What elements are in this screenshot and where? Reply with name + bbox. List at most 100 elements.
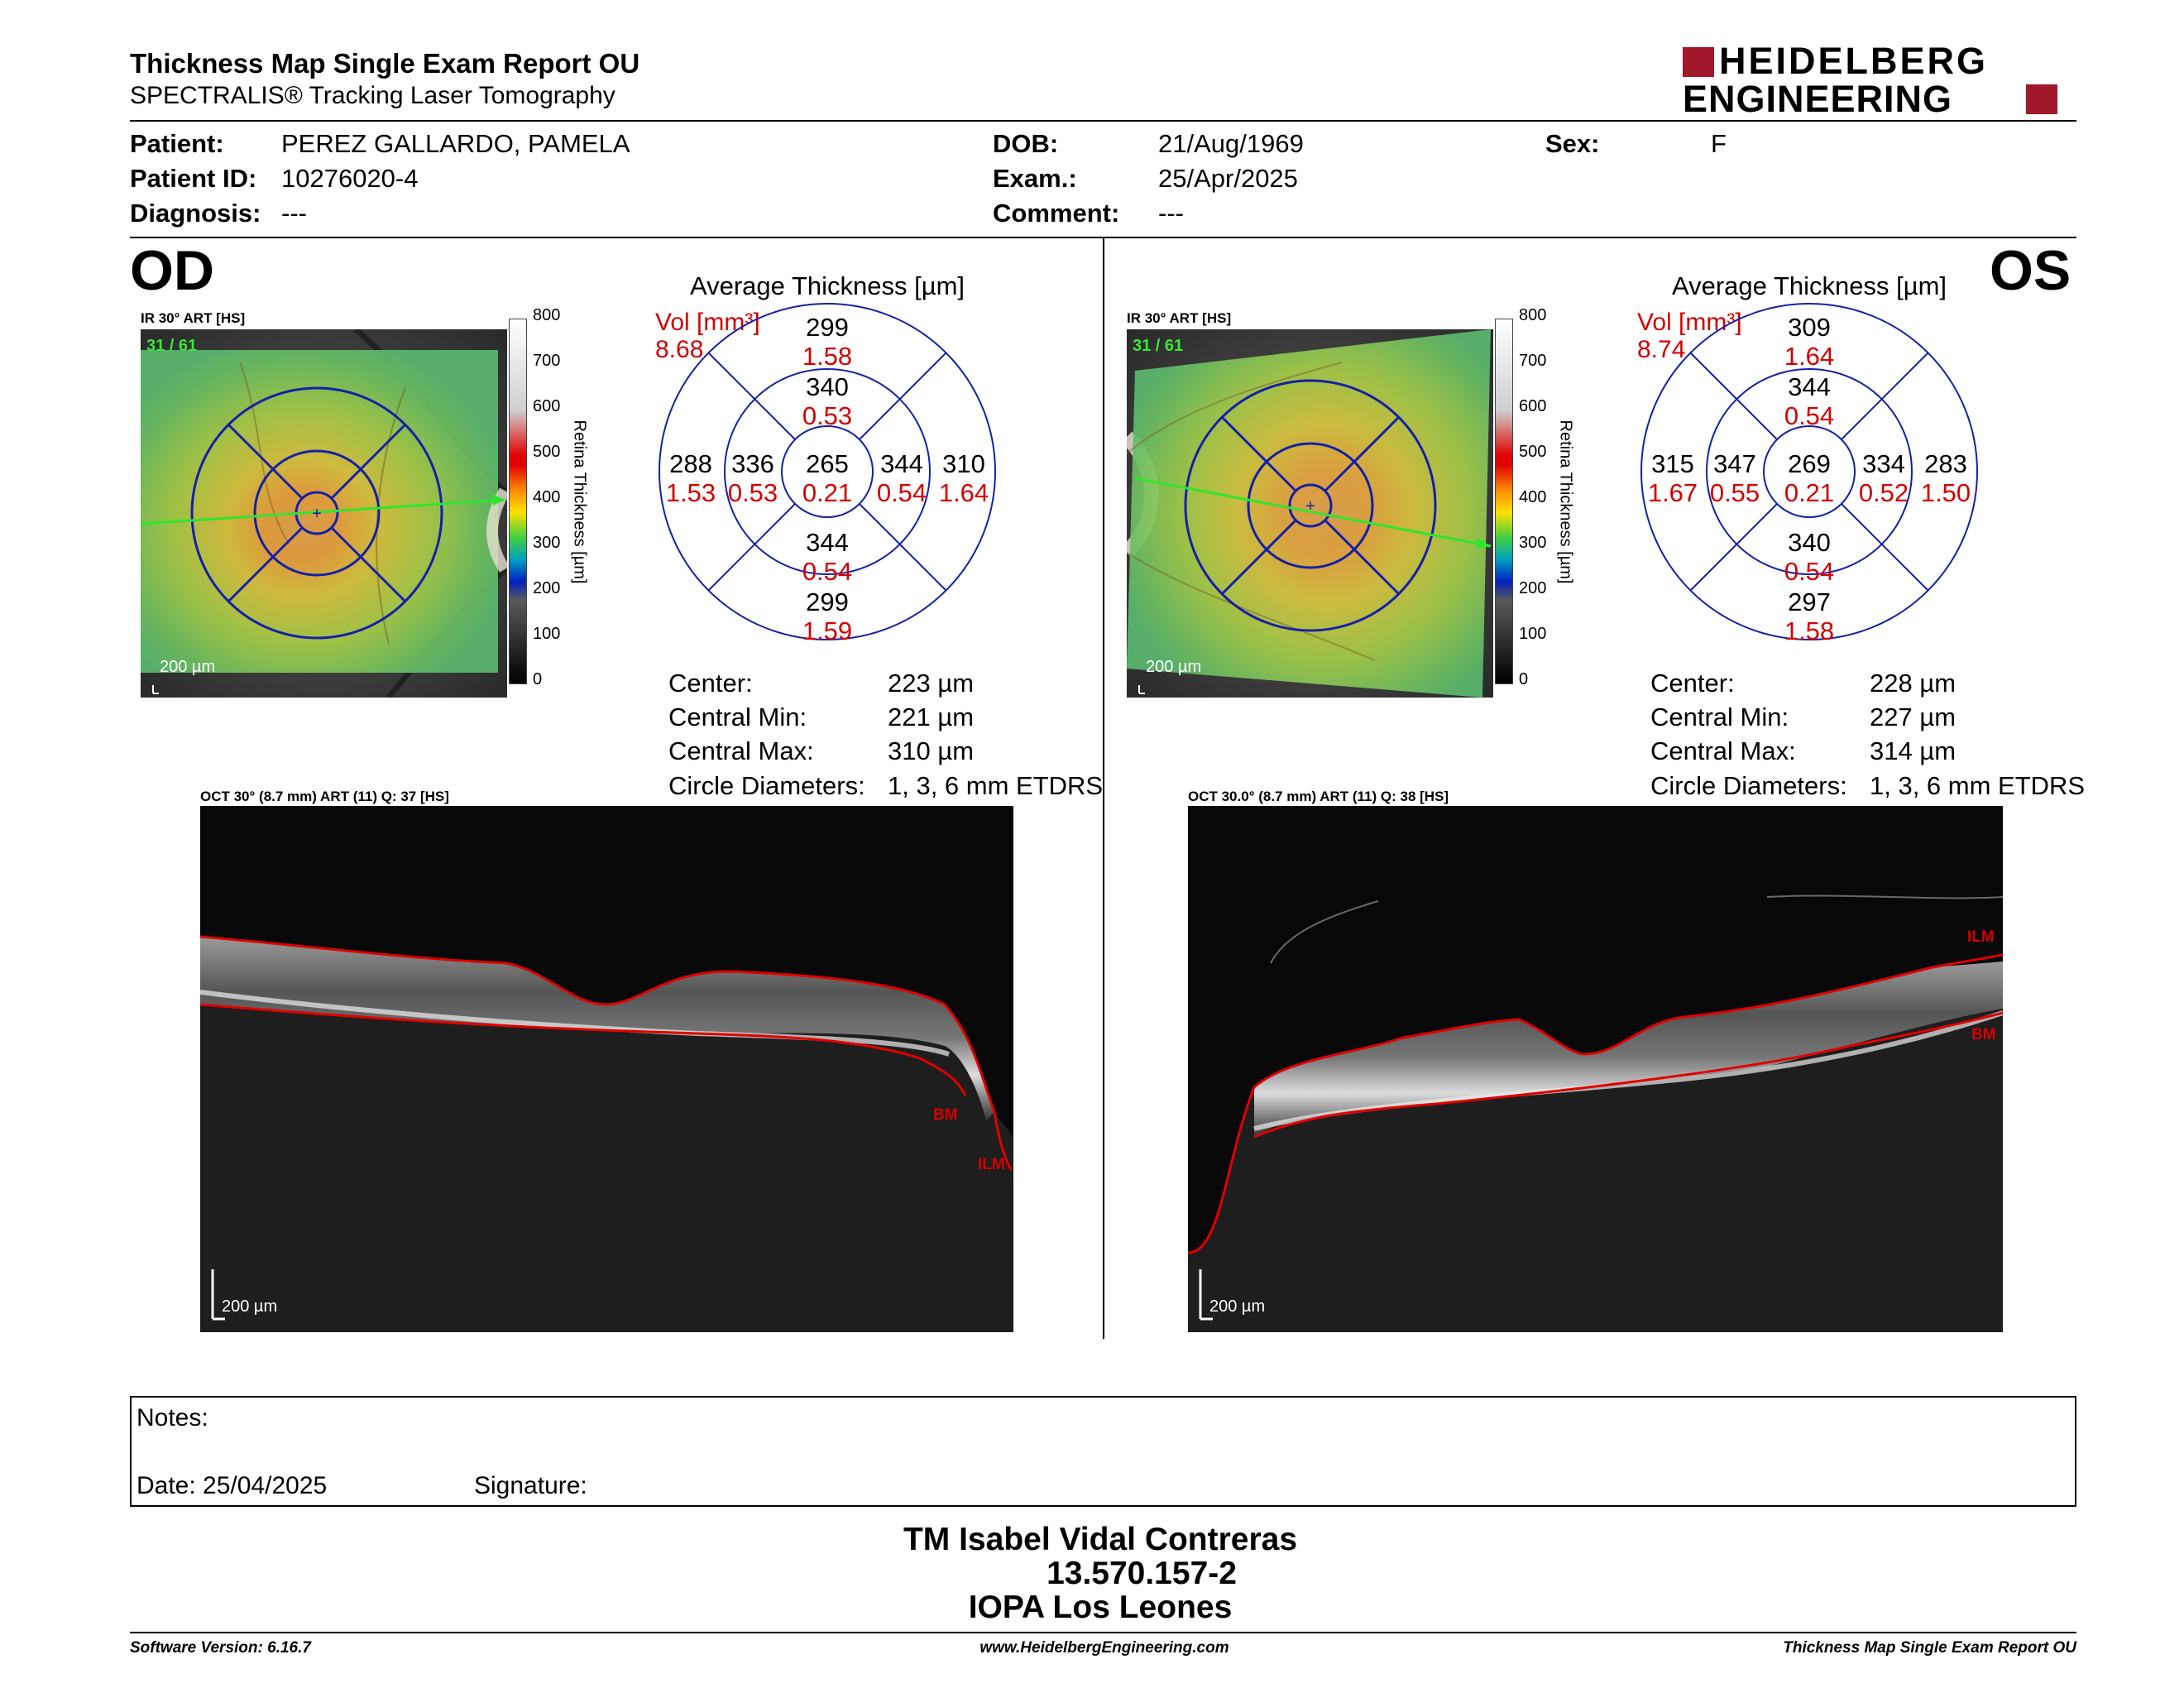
os-inner-right-t: 334 [1862,449,1905,478]
os-avg-title: Average Thickness [µm] [1671,271,1947,300]
comment-value: --- [1158,199,1184,228]
od-diam-label: Circle Diameters: [668,771,865,800]
os-tick-400: 400 [1519,488,1547,506]
os-center-label: Center: [1650,669,1735,698]
os-tick-700: 700 [1519,352,1547,370]
os-center-v: 0.21 [1784,478,1835,507]
diagnosis-value: --- [281,199,307,228]
exam-value: 25/Apr/2025 [1158,164,1298,193]
od-ilm-label: ILM [978,1156,1005,1173]
logo-line2: ENGINEERING [1683,78,1953,120]
od-tick-600: 600 [533,397,561,415]
os-etdrs-values: 309 1.64 344 0.54 269 0.21 340 0.54 297 … [1636,298,1983,645]
report-title: Thickness Map Single Exam Report OU [130,48,640,79]
dob-label: DOB: [993,129,1059,158]
od-oct-scale: 200 µm [222,1297,278,1316]
os-outer-right-v: 1.50 [1920,478,1971,507]
od-tick-0: 0 [533,670,543,688]
od-inner-inf-v: 0.54 [802,557,853,586]
od-max-value: 310 µm [888,736,975,765]
os-max-value: 314 µm [1870,736,1956,765]
os-tick-100: 100 [1519,625,1547,643]
od-eye-label: OD [130,239,214,302]
os-center-t: 269 [1788,449,1831,478]
os-tick-500: 500 [1519,443,1547,461]
patient-value: PEREZ GALLARDO, PAMELA [281,129,630,158]
od-center-value: 223 µm [888,669,975,698]
sig-name: TM Isabel Vidal Contreras [903,1522,1298,1557]
os-outer-sup-v: 1.64 [1784,342,1835,371]
od-inner-right-t: 344 [880,449,923,478]
os-vol-value: 8.74 [1637,336,1686,363]
patient-label: Patient: [130,129,224,158]
notes-date: Date: 25/04/2025 [136,1472,328,1499]
patient-id-label: Patient ID: [130,164,257,193]
os-inner-left-t: 347 [1713,449,1756,478]
os-outer-right-t: 283 [1924,449,1967,478]
od-outer-inf-v: 1.59 [802,616,853,645]
os-ilm-label: ILM [1967,928,1995,946]
od-inner-left-t: 336 [731,449,774,478]
od-tick-200: 200 [533,579,561,597]
logo-block-top [1683,47,1714,77]
od-oct-label: OCT 30° (8.7 mm) ART (11) Q: 37 [HS] [200,789,449,804]
os-tick-800: 800 [1519,306,1547,324]
logo-line1: HEIDELBERG [1719,40,1989,82]
os-etdrs-grid-overlay: + [1134,379,1492,694]
os-inner-right-v: 0.52 [1858,478,1909,507]
od-etdrs-values: 299 1.58 340 0.53 265 0.21 344 0.54 299 … [654,298,1001,645]
od-tick-800: 800 [533,306,561,324]
dob-value: 21/Aug/1969 [1158,129,1304,158]
os-fundus-scale: 200 µm [1146,658,1202,676]
od-outer-right-v: 1.64 [938,478,989,507]
os-oct-label: OCT 30.0° (8.7 mm) ART (11) Q: 38 [HS] [1188,789,1449,804]
od-outer-right-t: 310 [942,449,985,478]
os-tick-200: 200 [1519,579,1547,597]
os-inner-left-v: 0.55 [1709,478,1760,507]
od-tick-700: 700 [533,352,561,370]
od-center-t: 265 [806,449,849,478]
os-ir-label: IR 30° ART [HS] [1127,310,1232,326]
footer-rule [130,1632,2076,1633]
od-tick-300: 300 [533,534,561,552]
svg-text:+: + [1305,497,1315,516]
os-frame-counter: 31 / 61 [1133,337,1184,355]
os-oct-scale: 200 µm [1209,1297,1266,1316]
os-center-value: 228 µm [1870,669,1956,698]
od-max-label: Central Max: [668,736,814,765]
od-outer-sup-v: 1.58 [802,342,853,371]
os-diam-label: Circle Diameters: [1650,771,1847,800]
website-link[interactable]: www.HeidelbergEngineering.com [979,1639,1229,1657]
os-eye-label: OS [1990,239,2071,302]
logo-block-bottom [2026,84,2057,114]
od-inner-sup-v: 0.53 [802,401,853,430]
os-max-label: Central Max: [1650,736,1796,765]
od-inner-sup-t: 340 [806,372,849,401]
comment-label: Comment: [993,199,1120,228]
diagnosis-label: Diagnosis: [130,199,261,228]
os-etdrs-chart [1640,303,1978,640]
od-outer-inf-t: 299 [806,587,849,616]
od-outer-sup-t: 299 [806,313,849,342]
os-oct-bscan [1188,806,2003,1332]
os-vol-label: Vol [mm³] [1637,309,1742,336]
od-min-value: 221 µm [888,703,975,731]
os-outer-inf-v: 1.58 [1784,616,1835,645]
od-etdrs-grid-overlay: + [141,386,505,694]
sex-value: F [1711,129,1727,158]
notes-box[interactable] [130,1396,2076,1507]
od-ir-label: IR 30° ART [HS] [141,310,246,326]
os-tick-300: 300 [1519,534,1547,552]
patient-rule [130,237,2076,238]
os-bm-label: BM [1971,1026,1996,1043]
od-vol-label: Vol [mm³] [655,309,760,336]
os-colorbar [1495,319,1513,684]
exam-label: Exam.: [993,164,1077,193]
od-inner-inf-t: 344 [806,528,849,557]
notes-signature-label: Signature: [474,1472,587,1499]
sig-id: 13.570.157-2 [1046,1556,1237,1591]
sex-label: Sex: [1545,129,1600,158]
od-tick-100: 100 [533,625,561,643]
center-divider [1103,238,1104,1339]
notes-label: Notes: [136,1404,208,1431]
